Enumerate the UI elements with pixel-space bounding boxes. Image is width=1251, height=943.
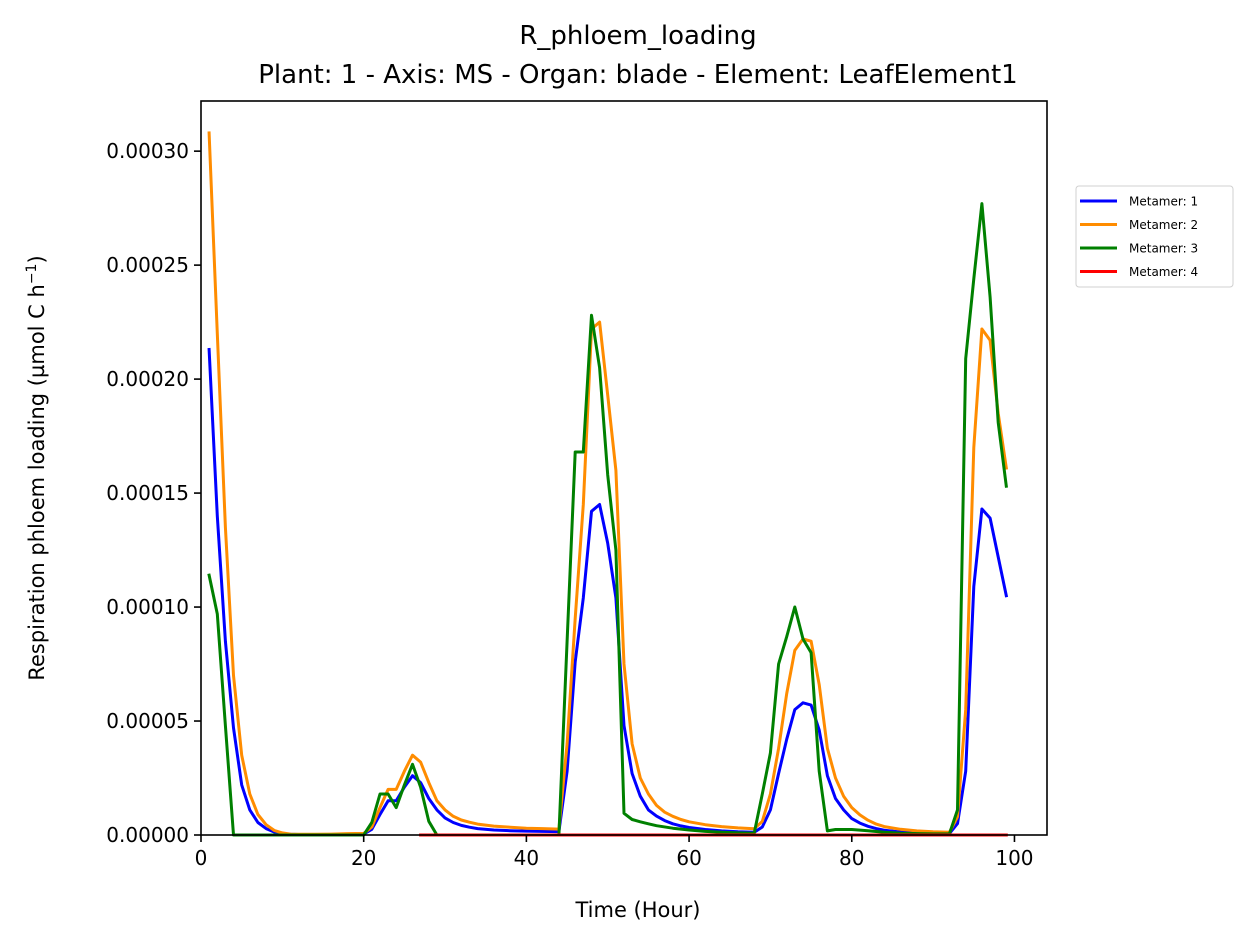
y-axis-label: Respiration phloem loading (µmol C h−1) <box>24 255 49 680</box>
y-tick-label: 0.00005 <box>106 709 189 733</box>
y-tick-label: 0.00025 <box>106 253 189 277</box>
x-tick-label: 100 <box>995 846 1033 870</box>
y-tick-label: 0.00015 <box>106 481 189 505</box>
x-tick-label: 60 <box>676 846 701 870</box>
chart-subtitle: Plant: 1 - Axis: MS - Organ: blade - Ele… <box>258 60 1017 90</box>
legend: Metamer: 1 Metamer: 2 Metamer: 3 Metamer: 4 <box>1075 185 1234 288</box>
y-axis-label-main: Respiration phloem loading (µmol C h <box>25 284 49 681</box>
x-axis: 0 20 40 60 80 100 <box>195 835 1034 870</box>
y-tick-label: 0.00030 <box>106 139 189 163</box>
y-axis-label-close: ) <box>25 255 49 263</box>
legend-label-metamer-1: Metamer: 1 <box>1129 195 1198 209</box>
y-axis: 0.00000 0.00005 0.00010 0.00015 0.00020 0.000… <box>106 139 201 847</box>
y-axis-label-exponent: −1 <box>24 264 40 285</box>
series-line-metamer-3 <box>207 202 1008 837</box>
x-axis-label: Time (Hour) <box>574 898 700 922</box>
legend-label-metamer-4: Metamer: 4 <box>1129 265 1198 279</box>
y-tick-label: 0.00010 <box>106 595 189 619</box>
y-tick-label: 0.00000 <box>106 823 189 847</box>
legend-label-metamer-2: Metamer: 2 <box>1129 218 1198 232</box>
chart-title: R_phloem_loading <box>519 21 756 51</box>
plot-area <box>200 100 1048 837</box>
legend-box <box>1075 185 1234 288</box>
x-tick-label: 20 <box>351 846 376 870</box>
x-tick-label: 80 <box>839 846 864 870</box>
x-tick-label: 40 <box>514 846 539 870</box>
plot-frame <box>200 100 1048 836</box>
x-tick-label: 0 <box>195 846 208 870</box>
legend-label-metamer-3: Metamer: 3 <box>1129 242 1198 256</box>
y-tick-label: 0.00020 <box>106 367 189 391</box>
